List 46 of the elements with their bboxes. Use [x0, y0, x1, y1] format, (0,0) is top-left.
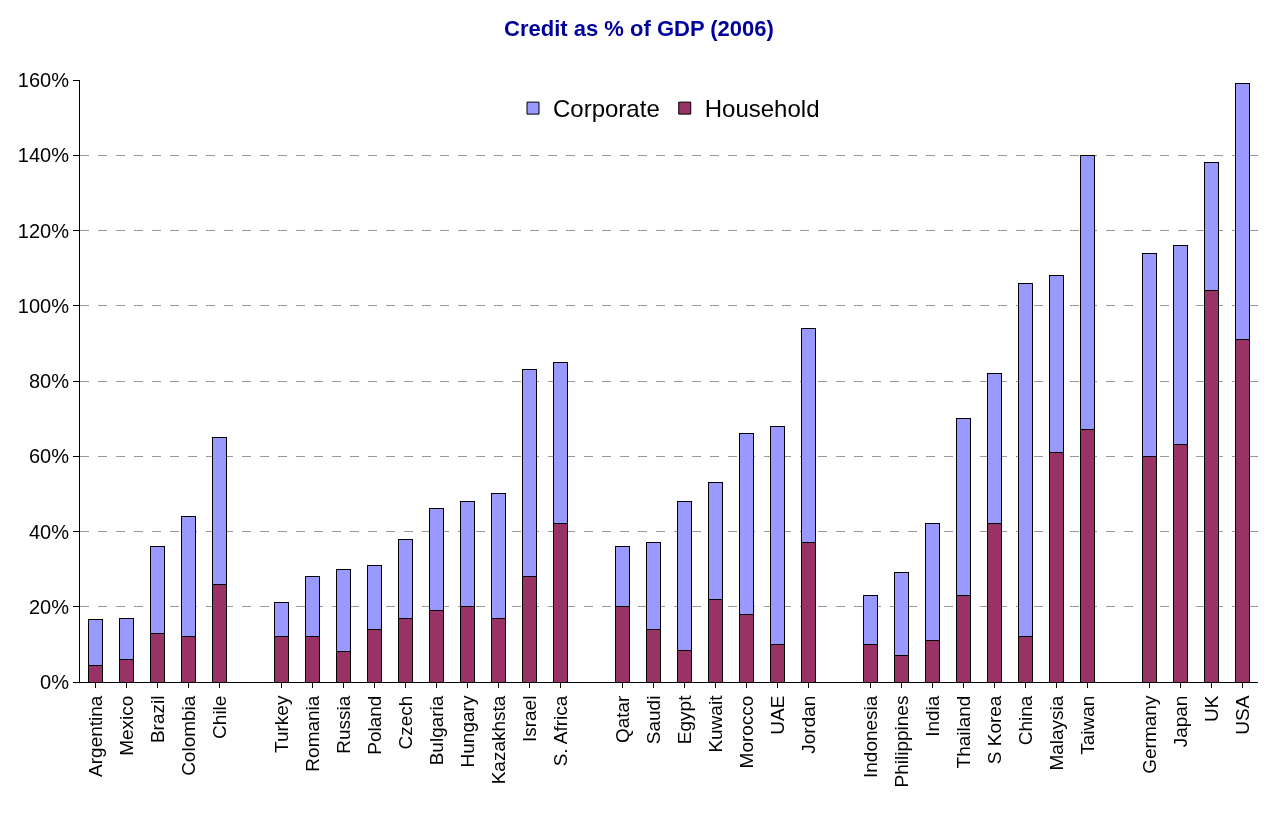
- x-tick-label: Argentina: [84, 695, 106, 777]
- y-tick-label: 60%: [28, 445, 70, 468]
- legend-label: Corporate: [553, 95, 660, 123]
- x-tick-label: Malaysia: [1045, 695, 1067, 771]
- x-tick-label: Morocco: [735, 695, 757, 769]
- x-tick-label: Germany: [1138, 695, 1160, 774]
- y-tick-label: 160%: [17, 69, 70, 91]
- y-tick-label: 120%: [17, 219, 70, 242]
- x-tick-label: Colombia: [177, 695, 199, 776]
- y-tick-label: 100%: [17, 294, 70, 317]
- x-tick-label: Chile: [208, 695, 230, 739]
- x-tick-label: Jordan: [797, 695, 819, 754]
- x-tick-label: Kuwait: [704, 694, 726, 753]
- legend-label: Household: [704, 95, 820, 123]
- x-tick-label: Mexico: [115, 695, 137, 756]
- x-tick-label: Qatar: [611, 694, 633, 744]
- x-tick-label: India: [921, 695, 943, 737]
- x-tick-label: Israel: [518, 695, 540, 743]
- x-tick-label: Hungary: [456, 695, 478, 768]
- x-tick-label: Bulgaria: [425, 695, 447, 766]
- x-tick-label: UK: [1200, 695, 1222, 723]
- x-tick-label: Poland: [363, 695, 385, 755]
- x-tick-label: Kazakhsta: [487, 695, 509, 785]
- x-tick-label: UAE: [766, 695, 788, 735]
- x-tick-label: Romania: [301, 695, 323, 772]
- x-tick-label: Thailand: [952, 695, 974, 769]
- x-tick-label: Philippines: [890, 695, 912, 788]
- y-tick-label: 140%: [17, 144, 70, 167]
- y-tick-label: 0%: [40, 671, 70, 693]
- y-tick-label: 80%: [28, 370, 70, 392]
- x-tick-label: Taiwan: [1076, 695, 1098, 755]
- x-tick-label: Japan: [1169, 695, 1191, 748]
- x-tick-label: S. Africa: [549, 695, 571, 767]
- x-tick-label: Turkey: [270, 695, 292, 753]
- y-tick-label: 20%: [28, 595, 70, 618]
- x-tick-label: USA: [1231, 695, 1253, 735]
- x-tick-label: Czech: [394, 695, 416, 750]
- x-tick-label: Indonesia: [859, 695, 881, 779]
- x-tick-label: S Korea: [983, 695, 1005, 765]
- x-tick-label: Egypt: [673, 694, 695, 745]
- y-tick-label: 40%: [28, 520, 70, 543]
- x-tick-label: Russia: [332, 695, 354, 754]
- chart-title: Credit as % of GDP (2006): [504, 16, 774, 42]
- x-tick-label: China: [1014, 695, 1036, 746]
- x-tick-label: Saudi: [642, 695, 664, 745]
- x-tick-label: Brazil: [146, 695, 168, 744]
